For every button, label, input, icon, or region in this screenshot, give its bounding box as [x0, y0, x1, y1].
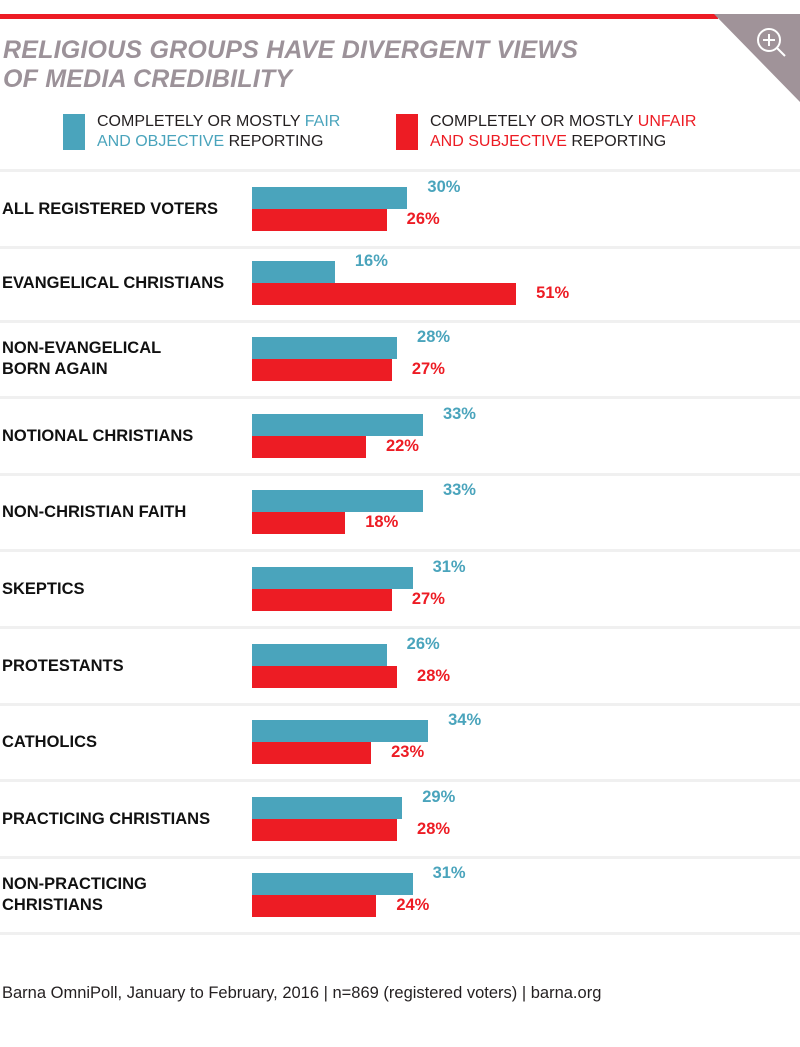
- chart-row: NOTIONAL CHRISTIANS 33% 22%: [0, 399, 800, 476]
- bar-fair: [252, 873, 413, 895]
- legend-fair-prefix: COMPLETELY OR MOSTLY: [97, 113, 305, 130]
- legend-fair-suffix: REPORTING: [224, 133, 324, 150]
- legend-fair-highlight-2: AND OBJECTIVE: [97, 133, 225, 150]
- category-label-line: EVANGELICAL CHRISTIANS: [2, 274, 225, 292]
- bar-unfair: [252, 895, 377, 917]
- legend-unfair-highlight-2: AND SUBJECTIVE: [430, 133, 567, 150]
- category-label-line: CHRISTIANS: [2, 896, 103, 914]
- category-label: NON-CHRISTIAN FAITH: [2, 502, 186, 523]
- top-accent-line: [0, 14, 718, 19]
- category-label-line: NON-CHRISTIAN FAITH: [2, 503, 187, 521]
- category-label-line: NON-PRACTICING: [2, 875, 147, 893]
- bar-fair: [252, 720, 429, 742]
- value-label-fair: 31%: [432, 558, 466, 576]
- bar-fair: [252, 644, 387, 666]
- legend-unfair-highlight-1: UNFAIR: [637, 113, 697, 130]
- legend-swatch-fair: [63, 114, 85, 150]
- category-label: PRACTICING CHRISTIANS: [2, 809, 210, 830]
- category-label: NON-PRACTICING CHRISTIANS: [2, 874, 147, 916]
- value-label-fair: 33%: [442, 405, 476, 423]
- bar-fair: [252, 490, 423, 512]
- bar-unfair: [252, 436, 366, 458]
- chart-row: CATHOLICS 34% 23%: [0, 705, 800, 782]
- chart-row: EVANGELICAL CHRISTIANS 16% 51%: [0, 246, 800, 323]
- bar-unfair: [252, 512, 346, 534]
- value-label-unfair: 51%: [536, 284, 570, 302]
- bar-unfair: [252, 742, 372, 764]
- value-label-unfair: 28%: [417, 667, 451, 685]
- bar-unfair: [252, 819, 398, 841]
- bar-unfair: [252, 283, 517, 305]
- legend-label-unfair: COMPLETELY OR MOSTLY UNFAIR AND SUBJECTI…: [430, 112, 696, 152]
- chart-row: SKEPTICS 31% 27%: [0, 552, 800, 629]
- bar-fair: [252, 414, 423, 436]
- zoom-in-icon: [757, 28, 786, 57]
- category-label: ALL REGISTERED VOTERS: [2, 199, 218, 220]
- chart-row: NON-CHRISTIAN FAITH 33% 18%: [0, 475, 800, 552]
- chart-row: PRACTICING CHRISTIANS 29% 28%: [0, 782, 800, 859]
- value-label-unfair: 27%: [411, 590, 445, 608]
- category-label-line: NON-EVANGELICAL: [2, 339, 162, 357]
- category-label-line: ALL REGISTERED VOTERS: [2, 200, 219, 218]
- bar-unfair: [252, 209, 387, 231]
- value-label-unfair: 18%: [365, 513, 399, 531]
- bar-fair: [252, 337, 398, 359]
- value-label-unfair: 28%: [417, 820, 451, 838]
- legend-unfair-prefix: COMPLETELY OR MOSTLY: [430, 113, 638, 130]
- category-label-line: CATHOLICS: [2, 733, 98, 751]
- value-label-fair: 34%: [448, 711, 482, 729]
- value-label-unfair: 27%: [411, 360, 445, 378]
- value-label-unfair: 26%: [406, 210, 440, 228]
- chart-title: RELIGIOUS GROUPS HAVE DIVERGENT VIEWS OF…: [3, 36, 578, 94]
- category-label: SKEPTICS: [2, 579, 85, 600]
- value-label-fair: 16%: [354, 252, 388, 270]
- bar-unfair: [252, 359, 392, 381]
- bar-unfair: [252, 666, 398, 688]
- legend-label-fair: COMPLETELY OR MOSTLY FAIR AND OBJECTIVE …: [97, 112, 340, 152]
- bar-fair: [252, 187, 408, 209]
- legend-item-fair: COMPLETELY OR MOSTLY FAIR AND OBJECTIVE …: [63, 112, 340, 152]
- legend-unfair-suffix: REPORTING: [566, 133, 667, 150]
- legend-swatch-unfair: [396, 114, 418, 150]
- source-note: Barna OmniPoll, January to February, 201…: [2, 984, 602, 1002]
- bar-fair: [252, 797, 403, 819]
- category-label: NON-EVANGELICAL BORN AGAIN: [2, 338, 161, 380]
- chart-row: ALL REGISTERED VOTERS 30% 26%: [0, 169, 800, 249]
- value-label-unfair: 24%: [396, 896, 430, 914]
- category-label-line: PRACTICING CHRISTIANS: [2, 810, 211, 828]
- category-label: NOTIONAL CHRISTIANS: [2, 426, 193, 447]
- title-line-1: RELIGIOUS GROUPS HAVE DIVERGENT VIEWS: [3, 36, 579, 64]
- bar-fair: [252, 261, 335, 283]
- category-label: CATHOLICS: [2, 732, 97, 753]
- value-label-fair: 31%: [432, 864, 466, 882]
- zoom-in-button[interactable]: [752, 24, 792, 64]
- category-label-line: NOTIONAL CHRISTIANS: [2, 427, 194, 445]
- legend-fair-highlight-1: FAIR: [304, 113, 341, 130]
- value-label-fair: 28%: [417, 328, 451, 346]
- category-label-line: BORN AGAIN: [2, 360, 108, 378]
- legend-item-unfair: COMPLETELY OR MOSTLY UNFAIR AND SUBJECTI…: [396, 112, 696, 152]
- value-label-fair: 26%: [406, 635, 440, 653]
- category-label: EVANGELICAL CHRISTIANS: [2, 273, 224, 294]
- category-label: PROTESTANTS: [2, 656, 124, 677]
- corner-flap: [714, 14, 800, 102]
- chart-row: NON-EVANGELICAL BORN AGAIN 28% 27%: [0, 322, 800, 399]
- value-label-unfair: 22%: [385, 437, 419, 455]
- chart-row: PROTESTANTS 26% 28%: [0, 629, 800, 706]
- bar-unfair: [252, 589, 392, 611]
- category-label-line: SKEPTICS: [2, 580, 85, 598]
- category-label-line: PROTESTANTS: [2, 657, 124, 675]
- value-label-fair: 30%: [427, 178, 461, 196]
- value-label-fair: 29%: [422, 788, 456, 806]
- bar-fair: [252, 567, 413, 589]
- chart-row: NON-PRACTICING CHRISTIANS 31% 24%: [0, 858, 800, 935]
- value-label-fair: 33%: [442, 481, 476, 499]
- value-label-unfair: 23%: [391, 743, 425, 761]
- title-line-2: OF MEDIA CREDIBILITY: [3, 65, 293, 93]
